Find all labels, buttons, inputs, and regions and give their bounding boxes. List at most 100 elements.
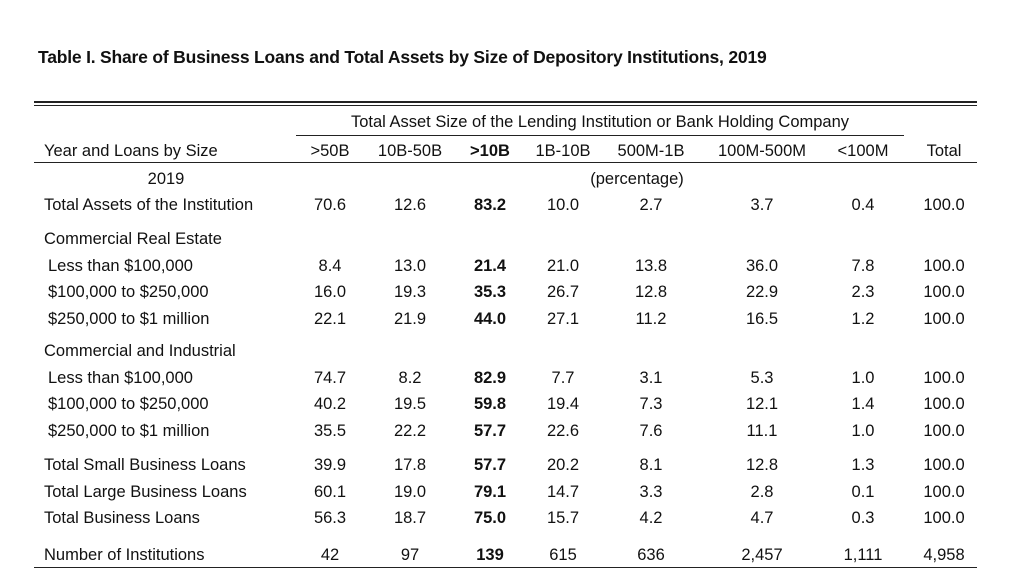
col-header-gt50b: >50B — [310, 142, 350, 160]
col-header-total: Total — [926, 142, 962, 160]
table-cell: 12.8 — [745, 456, 779, 474]
table-cell: 3.7 — [750, 196, 774, 214]
table-cell: 19.4 — [546, 395, 580, 413]
table-cell: 19.3 — [393, 283, 427, 301]
table-cell: 615 — [549, 546, 577, 564]
table-cell: 100.0 — [923, 456, 965, 474]
table-cell: 2.8 — [750, 483, 774, 501]
table-cell: 56.3 — [313, 509, 347, 527]
table-cell: 57.7 — [473, 456, 507, 474]
table-cell: 19.0 — [393, 483, 427, 501]
table-cell: 7.7 — [551, 369, 575, 387]
table-cell: 60.1 — [313, 483, 347, 501]
table-cell: 12.8 — [634, 283, 668, 301]
table-cell: 10.0 — [546, 196, 580, 214]
table-cell: 5.3 — [750, 369, 774, 387]
row-label: Less than $100,000 — [48, 369, 193, 387]
group-header-rule — [296, 135, 904, 136]
header-rule — [34, 162, 977, 163]
table-cell: 16.0 — [313, 283, 347, 301]
table-cell: 22.1 — [313, 310, 347, 328]
row-label: Commercial and Industrial — [44, 342, 236, 360]
table-cell: 4.7 — [750, 509, 774, 527]
table-cell: 21.0 — [546, 257, 580, 275]
table-cell: 15.7 — [546, 509, 580, 527]
table-cell: 70.6 — [313, 196, 347, 214]
table-cell: 97 — [400, 546, 420, 564]
table-cell: 7.6 — [639, 422, 663, 440]
col-header-lt100m: <100M — [837, 142, 889, 160]
table-cell: 8.4 — [318, 257, 342, 275]
table-cell: 636 — [637, 546, 665, 564]
table-cell: 1.3 — [851, 456, 875, 474]
table-cell: 2.7 — [639, 196, 663, 214]
table-cell: 14.7 — [546, 483, 580, 501]
table-cell: 100.0 — [923, 283, 965, 301]
table-cell: 7.3 — [639, 395, 663, 413]
table-cell: 2,457 — [741, 546, 783, 564]
table-cell: 42 — [320, 546, 340, 564]
table-cell: 0.4 — [851, 196, 875, 214]
table-cell: 3.1 — [639, 369, 663, 387]
table-cell: 11.2 — [635, 310, 667, 328]
table-cell: 100.0 — [923, 483, 965, 501]
table-cell: 13.0 — [393, 257, 427, 275]
table-cell: 22.2 — [393, 422, 427, 440]
table-cell: 20.2 — [546, 456, 580, 474]
row-label: Number of Institutions — [44, 546, 205, 564]
table-cell: 26.7 — [546, 283, 580, 301]
table-cell: 82.9 — [473, 369, 507, 387]
table-cell: 17.8 — [393, 456, 427, 474]
table-cell: 22.6 — [546, 422, 580, 440]
unit-label: (percentage) — [590, 170, 684, 188]
bottom-rule — [34, 567, 977, 568]
table-cell: 100.0 — [923, 310, 965, 328]
col-header-gt10b: >10B — [470, 142, 510, 160]
table-cell: 57.7 — [473, 422, 507, 440]
table-cell: 7.8 — [851, 257, 875, 275]
table-cell: 27.1 — [546, 310, 580, 328]
row-label: Total Business Loans — [44, 509, 200, 527]
table-cell: 100.0 — [923, 257, 965, 275]
table-cell: 8.1 — [639, 456, 663, 474]
row-label: $100,000 to $250,000 — [48, 395, 209, 413]
table-cell: 13.8 — [634, 257, 668, 275]
row-label: Total Assets of the Institution — [44, 196, 254, 214]
year-label: 2019 — [147, 170, 185, 188]
table-cell: 21.9 — [393, 310, 427, 328]
table-cell: 100.0 — [923, 395, 965, 413]
table-cell: 35.5 — [313, 422, 347, 440]
table-cell: 100.0 — [923, 509, 965, 527]
row-label: Less than $100,000 — [48, 257, 193, 275]
table-cell: 19.5 — [393, 395, 427, 413]
col-header-500m-1b: 500M-1B — [617, 142, 685, 160]
row-label: Commercial Real Estate — [44, 230, 222, 248]
table-cell: 3.3 — [639, 483, 663, 501]
table-cell: 1.0 — [851, 369, 875, 387]
table-cell: 1.4 — [851, 395, 875, 413]
table-cell: 21.4 — [473, 257, 507, 275]
top-rule — [34, 101, 977, 103]
col-header-10b-50b: 10B-50B — [377, 142, 443, 160]
table-cell: 100.0 — [923, 196, 965, 214]
table-cell: 22.9 — [745, 283, 779, 301]
table-cell: 36.0 — [745, 257, 779, 275]
table-cell: 79.1 — [473, 483, 507, 501]
table-cell: 74.7 — [313, 369, 347, 387]
table-cell: 35.3 — [473, 283, 507, 301]
row-label: $250,000 to $1 million — [48, 422, 210, 440]
row-label: $250,000 to $1 million — [48, 310, 210, 328]
table-cell: 16.5 — [745, 310, 779, 328]
table-cell: 1,111 — [843, 546, 883, 564]
table-cell: 100.0 — [923, 422, 965, 440]
table-cell: 12.6 — [393, 196, 427, 214]
table-title: Table I. Share of Business Loans and Tot… — [38, 47, 767, 67]
table-cell: 12.1 — [745, 395, 779, 413]
table-cell: 0.3 — [851, 509, 875, 527]
table-cell: 139 — [476, 546, 504, 564]
table-cell: 75.0 — [473, 509, 507, 527]
table-cell: 18.7 — [393, 509, 427, 527]
table-cell: 59.8 — [473, 395, 507, 413]
table-cell: 39.9 — [313, 456, 347, 474]
table-cell: 100.0 — [923, 369, 965, 387]
